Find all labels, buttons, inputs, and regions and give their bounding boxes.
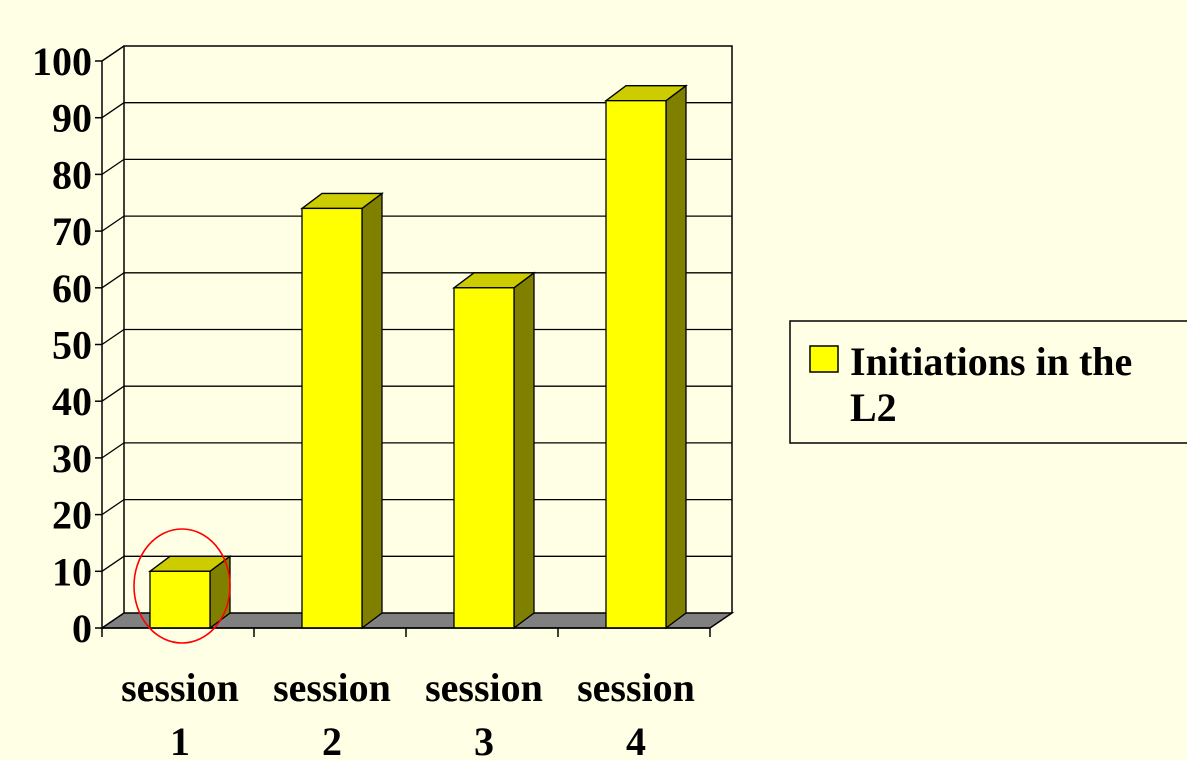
y-tick-label: 80 — [52, 152, 92, 197]
y-tick-label: 90 — [52, 96, 92, 141]
y-tick-label: 30 — [52, 436, 92, 481]
gridline — [101, 215, 732, 232]
y-tick-label: 70 — [52, 209, 92, 254]
bar-3 — [452, 271, 536, 630]
x-tick-label-line: 2 — [322, 719, 342, 760]
x-tick-label: session 2 — [273, 665, 391, 760]
gridline — [101, 158, 732, 175]
bars — [148, 84, 688, 630]
bar-1 — [148, 554, 232, 630]
x-tick-labels: session 1 session 2 session 3 session 4 — [121, 665, 695, 760]
legend-swatch — [809, 345, 839, 373]
x-tick-label-line: session — [273, 665, 391, 710]
x-tick-label-line: 4 — [626, 719, 646, 760]
x-tick-label-line: session — [121, 665, 239, 710]
x-tick-label: session 3 — [425, 665, 543, 760]
side-wall-top-edge — [101, 45, 125, 62]
x-tick-label-line: 1 — [170, 719, 190, 760]
bar-front — [605, 100, 667, 629]
bar-front — [453, 287, 515, 629]
y-tick-label: 40 — [52, 379, 92, 424]
bar-side — [665, 84, 687, 630]
bar-front — [149, 570, 211, 629]
bar-2 — [300, 192, 384, 630]
y-tick-label: 50 — [52, 323, 92, 368]
bar-4 — [604, 84, 688, 630]
y-tick-label: 60 — [52, 266, 92, 311]
highlight-ring — [133, 528, 231, 644]
highlight-layer — [133, 528, 231, 644]
x-tick-label-line: session — [425, 665, 543, 710]
legend-box — [789, 320, 1187, 444]
x-tick-label-line: 3 — [474, 719, 494, 760]
x-tick-label-line: session — [577, 665, 695, 710]
bar-front — [301, 207, 363, 629]
x-tick-label: session 1 — [121, 665, 239, 760]
y-tick-label: 0 — [72, 606, 92, 651]
y-tick-label: 100 — [32, 39, 92, 84]
bar-side — [361, 192, 383, 630]
gridline — [101, 102, 732, 119]
axes — [95, 60, 711, 637]
legend: Initiations in the L2 — [789, 320, 1187, 444]
bar-side — [513, 271, 535, 630]
gridlines — [101, 102, 732, 572]
legend-label-line-1: Initiations in the — [850, 339, 1132, 384]
x-tick-label: session 4 — [577, 665, 695, 760]
y-tick-label: 10 — [52, 549, 92, 594]
legend-label-line-2: L2 — [850, 385, 897, 430]
legend-label: Initiations in the L2 — [850, 339, 1142, 430]
y-tick-label: 20 — [52, 493, 92, 538]
y-tick-labels: 0 10 20 30 40 50 60 70 80 90 100 — [32, 39, 92, 651]
